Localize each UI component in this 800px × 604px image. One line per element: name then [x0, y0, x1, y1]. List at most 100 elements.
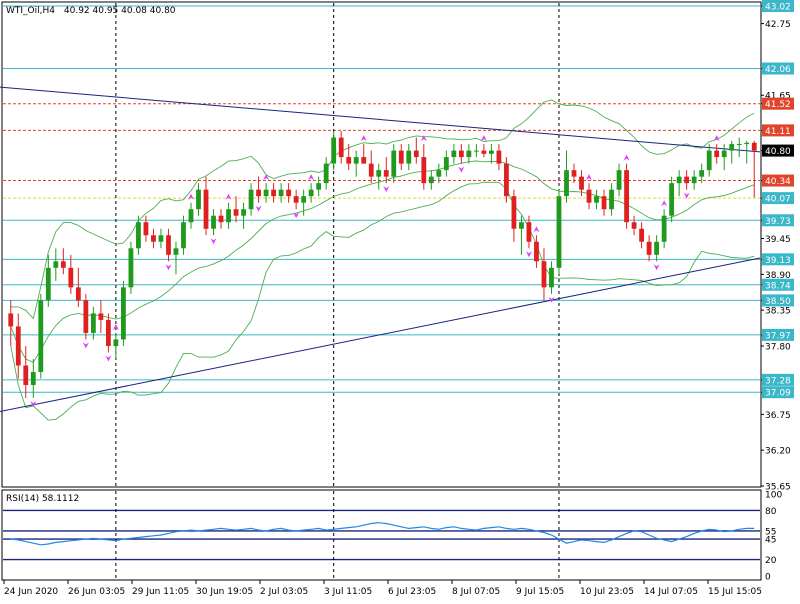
- price-tick-label: 37.09: [765, 389, 791, 399]
- candle-body: [383, 170, 389, 177]
- candle-body: [564, 170, 569, 197]
- time-tick-label: 26 Jun 03:05: [68, 587, 125, 597]
- candle-body: [353, 157, 359, 164]
- price-tick-label: 38.90: [765, 271, 791, 281]
- trendline: [0, 86, 761, 153]
- price-tick-label: 40.80: [765, 147, 791, 157]
- rsi-dividers: [115, 491, 560, 579]
- fractal-up-arrow: [112, 323, 119, 330]
- fractal-markers: [30, 135, 720, 408]
- candle-body: [8, 313, 14, 327]
- candle-body: [661, 215, 667, 242]
- candle-body: [30, 372, 36, 386]
- candle-body: [75, 287, 81, 301]
- price-tick-label: 36.20: [765, 447, 791, 457]
- candle-body: [594, 196, 599, 203]
- candle-body: [173, 248, 179, 255]
- candle-body: [278, 189, 284, 197]
- time-tick-label: 29 Jun 11:05: [132, 587, 189, 597]
- price-badge: [762, 124, 794, 137]
- candle-body: [218, 215, 224, 223]
- candle-body: [376, 170, 382, 177]
- time-tick-label: 9 Jul 15:05: [516, 587, 564, 597]
- candle-body: [188, 209, 194, 223]
- fractal-up-arrow: [713, 135, 720, 142]
- candle-body: [421, 157, 427, 184]
- candle-body: [181, 222, 186, 249]
- candle-body: [136, 222, 141, 249]
- candle-body: [263, 189, 269, 197]
- fractal-up-arrow: [586, 174, 593, 181]
- price-badge: [762, 192, 794, 205]
- price-tick-label: 39.13: [765, 256, 791, 266]
- candle-body: [556, 196, 562, 268]
- rsi-label: RSI(14) 58.1112: [6, 494, 79, 504]
- candle-body: [631, 222, 637, 229]
- candle-body: [248, 189, 254, 210]
- price-tick-label: 39.73: [765, 217, 791, 227]
- candle-body: [616, 170, 622, 190]
- candle-body: [203, 189, 209, 229]
- candle-body: [68, 267, 74, 288]
- time-tick-label: 2 Jul 03:05: [260, 587, 308, 597]
- candle-body: [83, 300, 89, 333]
- rsi-tick-label: 20: [765, 556, 777, 566]
- price-badge: [762, 253, 794, 266]
- fractal-down-arrow: [653, 264, 660, 271]
- candle-body: [256, 189, 261, 197]
- candle-body: [729, 144, 735, 151]
- candle-body: [458, 150, 464, 158]
- price-tick-label: 41.65: [765, 92, 791, 102]
- candle-body: [549, 267, 554, 288]
- price-tick-label: 39.45: [765, 235, 791, 245]
- time-tick-label: 6 Jul 23:05: [388, 587, 436, 597]
- band-middle: [10, 160, 755, 363]
- candle-body: [233, 209, 239, 216]
- candle-body: [361, 157, 367, 164]
- candle-body: [706, 150, 712, 171]
- candle-body: [98, 313, 104, 320]
- candle-body: [714, 150, 720, 158]
- price-badge: [762, 328, 794, 341]
- candle-body: [451, 150, 457, 158]
- candle-body: [391, 150, 397, 177]
- candle-body: [496, 150, 502, 164]
- trendline: [0, 257, 761, 413]
- fractal-up-arrow: [623, 154, 630, 161]
- price-tick-label: 37.80: [765, 342, 791, 352]
- candle-body: [624, 170, 629, 223]
- candles: [8, 131, 757, 399]
- candle-body: [241, 209, 246, 216]
- rsi-tick-label: 55: [765, 527, 776, 537]
- candle-body: [736, 144, 742, 146]
- time-axis: 24 Jun 2020 26 Jun 03:05 29 Jun 11:05 30 Ju…: [3, 580, 762, 597]
- candle-body: [684, 176, 690, 184]
- candle-body: [45, 267, 51, 301]
- fractal-up-arrow: [533, 226, 540, 233]
- candle-body: [338, 137, 344, 158]
- candle-body: [511, 196, 517, 229]
- candle-body: [481, 150, 487, 154]
- candle-body: [519, 222, 524, 229]
- candle-body: [721, 150, 727, 158]
- candle-body: [466, 150, 472, 158]
- price-badge: [762, 62, 794, 75]
- fractal-up-arrow: [420, 135, 427, 142]
- candle-body: [346, 157, 352, 164]
- rsi-pane-frame: [1, 489, 762, 581]
- candle-body: [316, 183, 322, 190]
- rsi-line: [10, 522, 755, 546]
- candle-body: [368, 163, 374, 177]
- candle-body: [293, 196, 299, 203]
- price-badge: [762, 386, 794, 399]
- price-tick-label: 43.02: [765, 3, 791, 13]
- time-tick-label: 24 Jun 2020: [4, 587, 58, 597]
- candle-body: [301, 196, 307, 203]
- candle-body: [504, 163, 509, 197]
- candle-body: [23, 365, 29, 386]
- price-badge: [762, 373, 794, 386]
